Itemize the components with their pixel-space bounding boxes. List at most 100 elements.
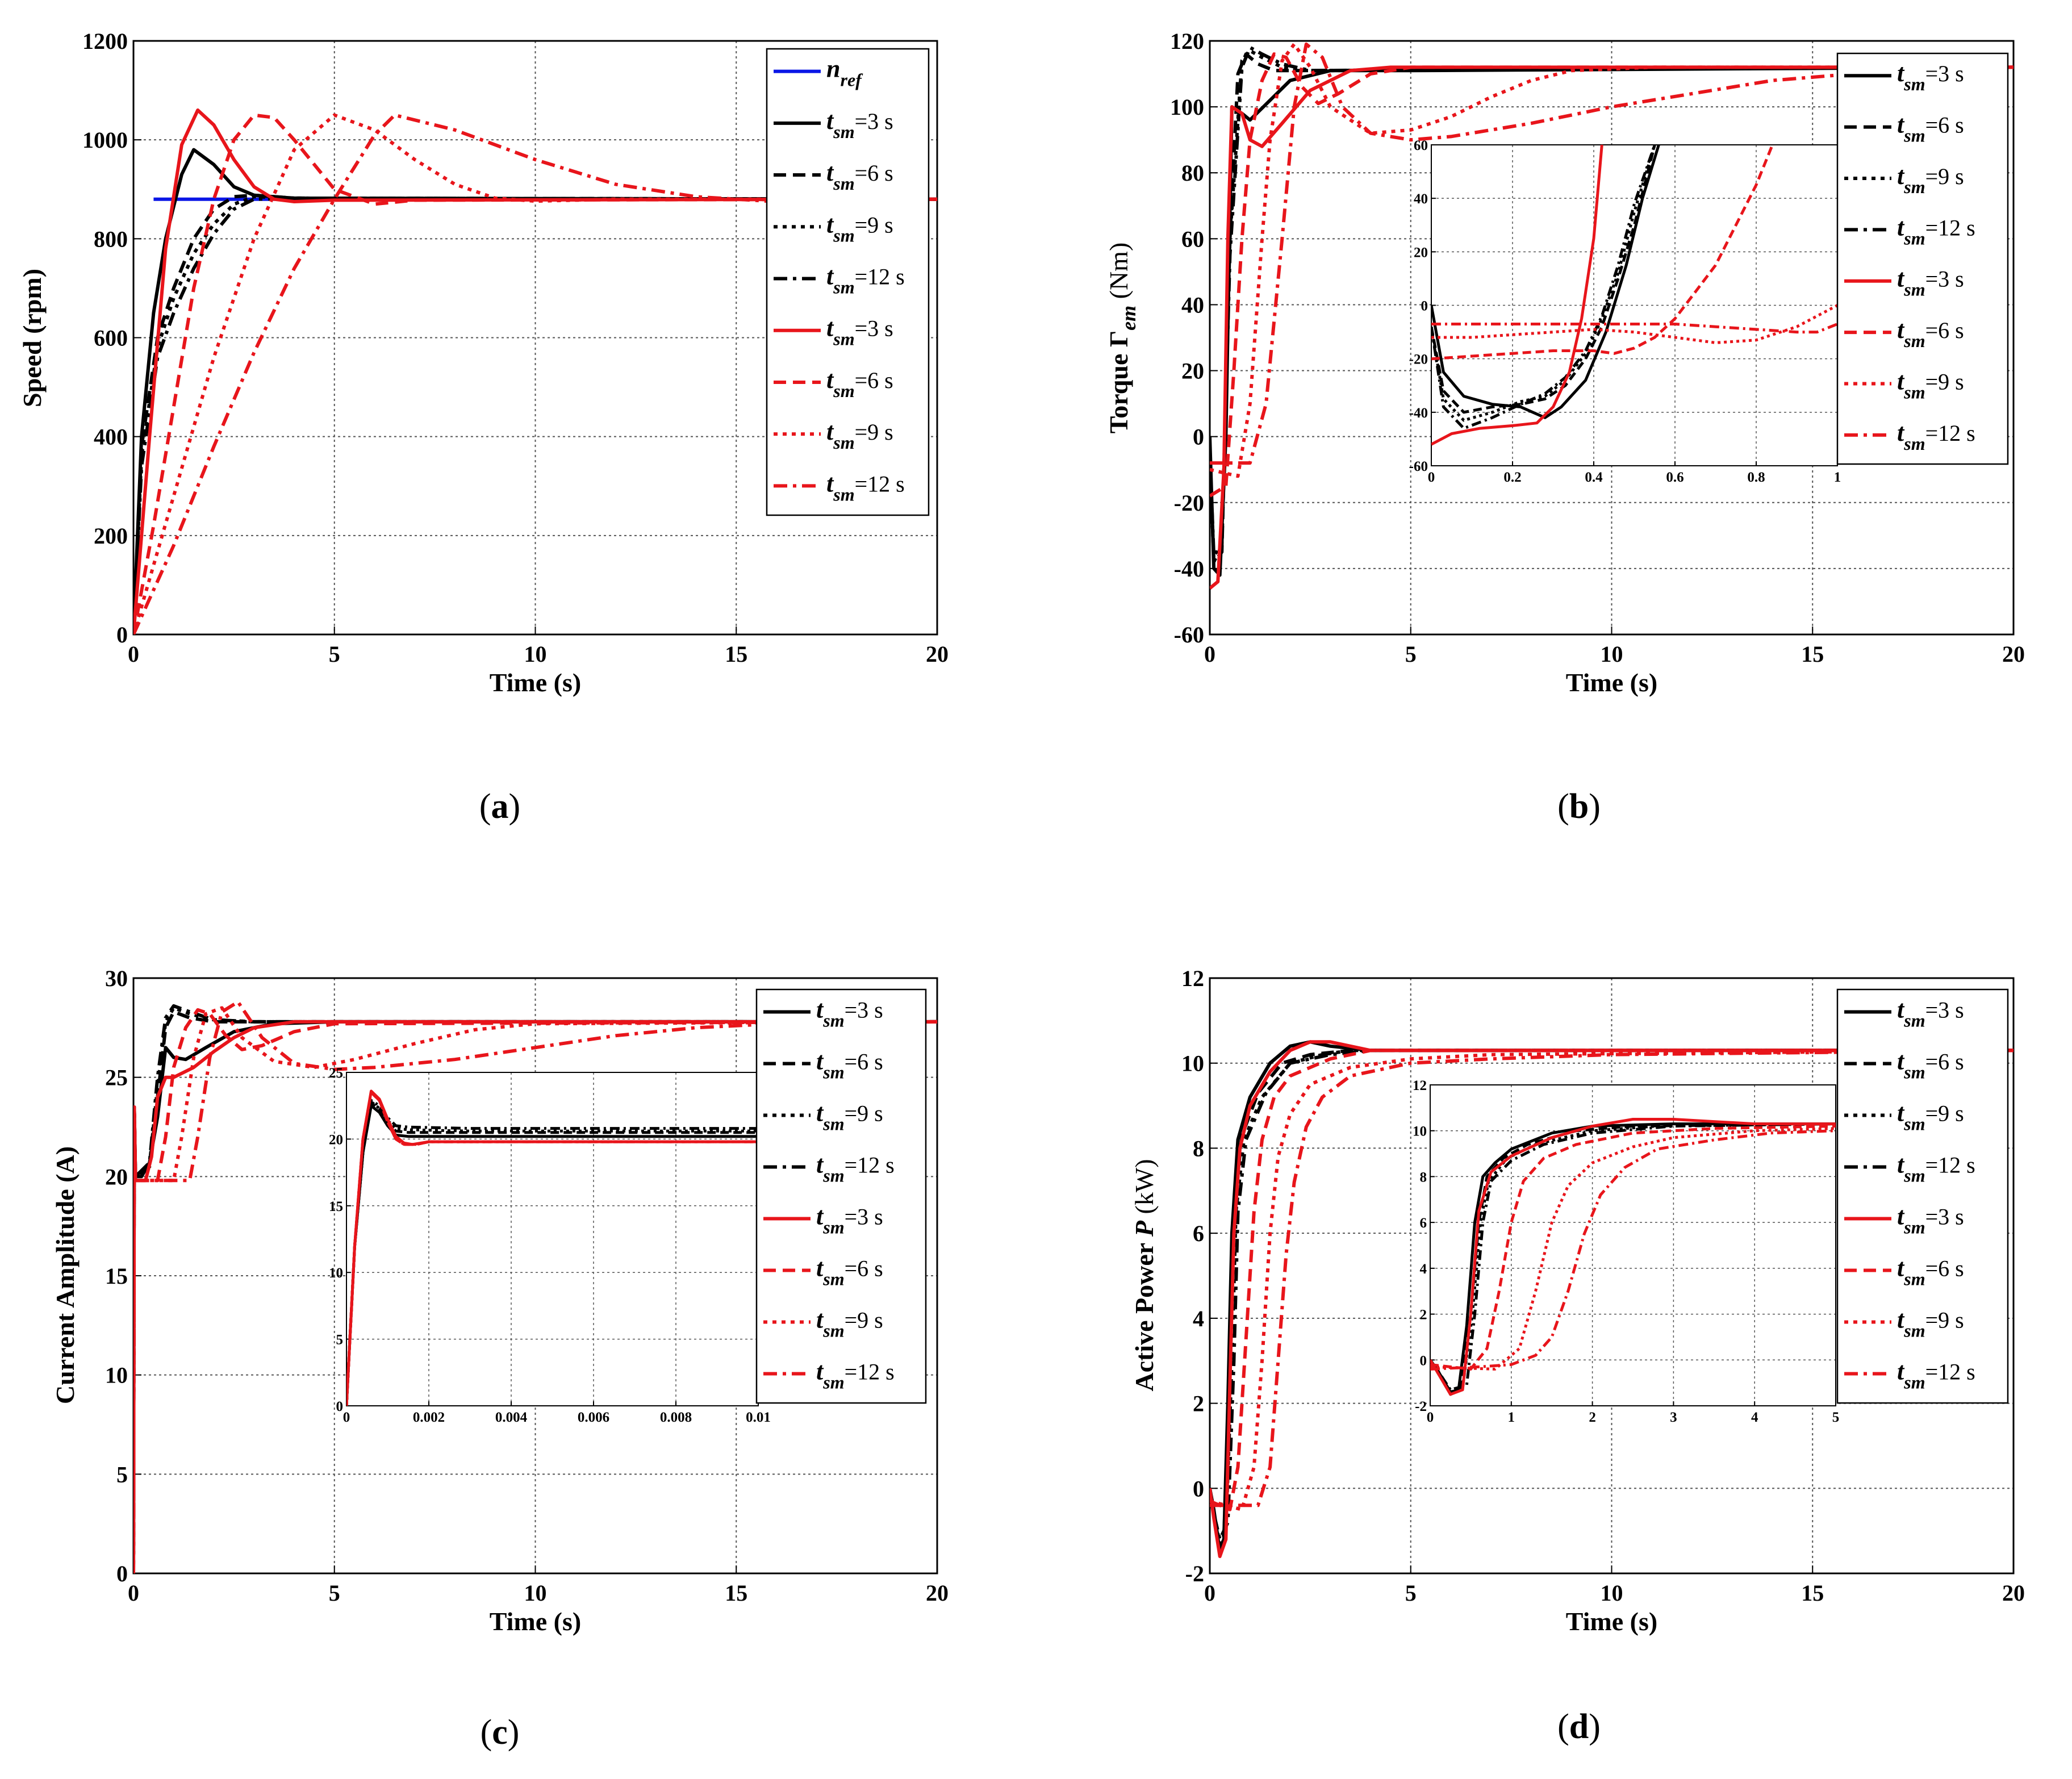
chart-c-ylabel: Current Amplitude (A) [51, 1146, 80, 1404]
chart-d-inset-ytick-label: 12 [1413, 1078, 1427, 1093]
chart-d-ytick-label: 2 [1193, 1391, 1204, 1417]
chart-d-ytick-label: 4 [1193, 1306, 1204, 1331]
chart-b-ytick-label: 20 [1181, 358, 1204, 384]
chart-d-ytick-label: 10 [1181, 1051, 1204, 1076]
chart-d-legend-entry: tsm=12 s [1897, 1151, 1975, 1186]
chart-d-legend-entry: tsm=3 s [1897, 1202, 1964, 1238]
chart-c-inset-xtick-label: 0.006 [578, 1410, 609, 1425]
chart-c-ytick-label: 0 [116, 1561, 128, 1586]
chart-a-ytick-label: 400 [94, 424, 128, 450]
chart-d-ytick-label: 6 [1193, 1221, 1204, 1246]
chart-c-inset-ytick-label: 20 [329, 1132, 343, 1147]
chart-a-legend-entry: tsm=9 s [826, 417, 893, 453]
chart-d-inset-series-group [1430, 1118, 1836, 1396]
chart-b-caption: (b) [1557, 787, 1601, 826]
chart-c-ytick-label: 5 [116, 1461, 128, 1487]
chart-c-inset-ytick-label: 5 [336, 1333, 344, 1348]
chart-b-xtick-label: 10 [1601, 641, 1623, 667]
chart-d-series-line-4 [1210, 1049, 2013, 1542]
chart-b-inset-series-line-1 [1431, 145, 1660, 419]
chart-d-inset-xtick-label: 4 [1751, 1410, 1758, 1425]
chart-c-xtick-label: 10 [524, 1580, 547, 1606]
chart-b-inset-ytick-label: 0 [1421, 299, 1428, 314]
chart-a-ytick-label: 1000 [82, 127, 128, 153]
chart-c-xtick-label: 5 [329, 1580, 340, 1606]
chart-a-legend-entry: tsm=12 s [826, 262, 905, 298]
chart-a-xlabel: Time (s) [490, 668, 581, 697]
chart-c-inset-xtick-label: 0.01 [746, 1410, 771, 1425]
chart-b-ytick-label: -20 [1174, 490, 1204, 516]
chart-b-series-line-4 [1210, 45, 2014, 557]
chart-b-inset-series-line-4 [1431, 145, 1656, 430]
chart-a-legend-entry: tsm=6 s [826, 366, 893, 401]
chart-b-inset-axes: 0 0.2 0.4 0.6 0.8 1 -60 -40 -20 0 20 40 60 [1409, 138, 1841, 485]
chart-b-inset-xtick-label: 1 [1834, 470, 1841, 485]
chart-c-series-group [133, 1000, 938, 1573]
chart-b-inset-series-line-5 [1431, 145, 1603, 446]
chart-a-legend-entry: tsm=9 s [826, 210, 893, 245]
chart-b-series-line-7 [1210, 42, 2013, 478]
chart-b-ylabel: Torque Γem (Nm) [1104, 243, 1140, 434]
chart-b-ytick-label: 80 [1181, 160, 1204, 186]
chart-a-caption: (a) [479, 787, 520, 826]
chart-b-inset-xtick-label: 0.2 [1503, 470, 1521, 485]
chart-d-series-line-8 [1210, 1049, 2014, 1507]
chart-d-series-line-7 [1210, 1049, 2014, 1511]
chart-b-ytick-label: 60 [1181, 226, 1204, 252]
chart-c-inset-xtick-label: 0.004 [495, 1410, 528, 1425]
chart-d-xtick-label: 15 [1801, 1580, 1824, 1606]
chart-d-legend-entry: tsm=3 s [1897, 996, 1964, 1031]
chart-b-legend-entry: tsm=6 s [1897, 111, 1964, 146]
chart-d-inset-series-line-4 [1430, 1122, 1836, 1392]
chart-a-ytick-label: 600 [94, 325, 128, 351]
chart-b-xtick-label: 20 [2002, 641, 2025, 667]
chart-a-ylabel: Speed (rpm) [18, 269, 47, 407]
chart-b-inset-ytick-label: -20 [1409, 352, 1428, 368]
chart-b-series-line-5 [1210, 65, 2013, 590]
chart-a-legend-entry: nref [826, 55, 863, 90]
chart-a-legend-box [766, 48, 930, 516]
chart-a-legend: nref tsm=3 s tsm=6 s tsm=9 s tsm=12 s tsm=3 s… [766, 48, 930, 516]
chart-c-series-line-7 [133, 1006, 938, 1573]
chart-d-caption: (d) [1557, 1707, 1601, 1746]
chart-c-inset-axes: 0 0.002 0.004 0.006 0.008 0.01 0 5 10 15 20 25 [329, 1066, 771, 1425]
chart-a-ytick-label: 1200 [82, 28, 128, 54]
chart-a-series-line-9 [133, 113, 938, 634]
chart-d-inset-ytick-label: 0 [1420, 1353, 1427, 1368]
chart-d-inset-ytick-label: 6 [1420, 1216, 1427, 1231]
chart-c-xtick-label: 20 [926, 1580, 949, 1606]
chart-b-inset-ytick-label: 20 [1414, 245, 1428, 260]
chart-b-xlabel: Time (s) [1566, 668, 1657, 697]
chart-a-legend-entry: tsm=3 s [826, 314, 893, 349]
chart-b-inset-ytick-label: -40 [1409, 406, 1428, 421]
chart-a-series-group [133, 108, 938, 634]
chart-c-legend-entry: tsm=3 s [816, 996, 883, 1031]
chart-b-inset-xtick-label: 0.4 [1585, 470, 1603, 485]
chart-b-inset-xtick-label: 0 [1428, 470, 1435, 485]
chart-b-legend-entry: tsm=12 s [1897, 419, 1975, 454]
chart-a-ytick-label: 200 [94, 523, 128, 549]
chart-c-ytick-label: 25 [105, 1065, 128, 1091]
chart-b-inset-series-line-2 [1431, 145, 1656, 414]
chart-c-inset-xtick-label: 0.008 [660, 1410, 692, 1425]
chart-c-ytick-label: 20 [105, 1164, 128, 1189]
chart-d-legend: tsm=3 s tsm=6 s tsm=9 s tsm=12 s tsm=3 s tsm=… [1836, 988, 2009, 1404]
chart-a-ytick-label: 800 [94, 226, 128, 252]
chart-a-xtick-label: 5 [329, 641, 340, 667]
chart-c-legend-entry: tsm=9 s [816, 1099, 883, 1134]
chart-b-inset-ytick-label: 60 [1414, 138, 1428, 153]
chart-b-inset-xtick-label: 0.8 [1747, 470, 1765, 485]
chart-b-legend-entry: tsm=9 s [1897, 162, 1964, 197]
chart-b-series-line-8 [1210, 42, 2014, 465]
chart-a-xtick-label: 15 [725, 641, 747, 667]
chart-b-legend: tsm=3 s tsm=6 s tsm=9 s tsm=12 s tsm=3 s tsm=… [1836, 52, 2009, 465]
chart-c-inset-ytick-label: 15 [329, 1199, 343, 1214]
chart-b-xtick-label: 0 [1204, 641, 1215, 667]
chart-b-ytick-label: 100 [1170, 94, 1204, 120]
chart-c-inset-xtick-label: 0.002 [413, 1410, 445, 1425]
chart-d-ytick-label: 8 [1193, 1135, 1204, 1161]
chart-a-xtick-label: 0 [128, 641, 139, 667]
chart-d-ytick-label: 12 [1181, 966, 1204, 991]
chart-c-inset-ytick-label: 10 [329, 1266, 343, 1281]
